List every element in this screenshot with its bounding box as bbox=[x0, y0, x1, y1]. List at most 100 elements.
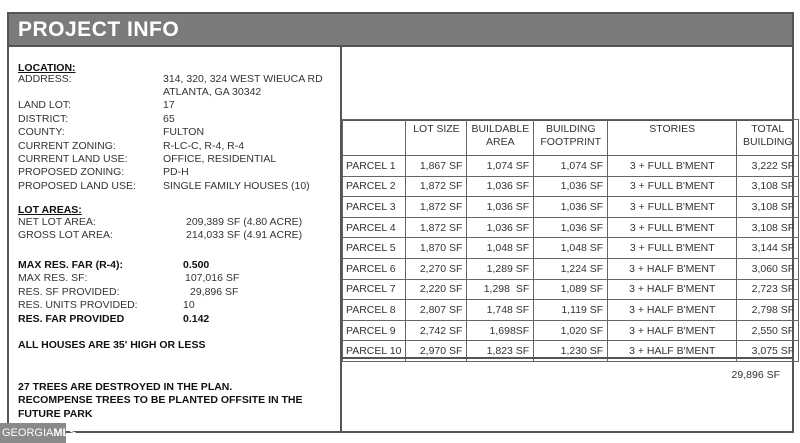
column-header: BUILDING FOOTPRINT bbox=[533, 119, 609, 156]
table-cell: 3,108 SF bbox=[736, 175, 800, 198]
field-value: ATLANTA, GA 30342 bbox=[163, 86, 262, 98]
table-cell: 1,036 SF bbox=[533, 216, 609, 239]
field-value: 214,033 SF (4.91 ACRE) bbox=[186, 229, 303, 242]
field-label: DISTRICT: bbox=[18, 112, 69, 125]
table-cell: 1,698SF bbox=[466, 319, 535, 342]
table-cell: 1,872 SF bbox=[405, 196, 468, 218]
field-label: RES. FAR PROVIDED bbox=[18, 312, 125, 325]
table-cell: 1,074 SF bbox=[466, 155, 535, 177]
table-header-row: LOT SIZE BUILDABLE AREA BUILDING FOOTPRINT… bbox=[341, 119, 800, 156]
project-info-sheet: PROJECT INFO LOCATION: ADDRESS: 314, 320, … bbox=[7, 12, 800, 433]
table-cell: 1,048 SF bbox=[533, 237, 609, 259]
field-value: SINGLE FAMILY HOUSES (10) bbox=[163, 179, 310, 192]
table-cell: 3,222 SF bbox=[736, 155, 800, 177]
field-label: PROPOSED LAND USE: bbox=[18, 179, 136, 192]
field-label: ADDRESS: bbox=[18, 73, 72, 85]
table-cell: 1,036 SF bbox=[466, 196, 535, 218]
table-cell: 3,108 SF bbox=[736, 216, 800, 239]
field-value: FULTON bbox=[163, 126, 205, 139]
height-note: ALL HOUSES ARE 35' HIGH OR LESS bbox=[18, 339, 206, 351]
table-cell: 2,742 SF bbox=[405, 319, 468, 342]
table-cell: 1,872 SF bbox=[405, 175, 468, 198]
table-row: PARCEL 3 1,872 SF 1,036 SF 1,036 SF 3 + FULL… bbox=[341, 196, 800, 218]
table-row: PARCEL 2 1,872 SF 1,036 SF 1,036 SF 3 + FULL… bbox=[341, 175, 800, 198]
field-value: 29,896 SF bbox=[190, 285, 239, 298]
field-value: 10 bbox=[183, 299, 195, 312]
title-bar: PROJECT INFO bbox=[9, 14, 792, 47]
field-label: LAND LOT: bbox=[18, 99, 72, 112]
parcel-name: PARCEL 3 bbox=[341, 196, 407, 218]
table-row: PARCEL 9 2,742 SF 1,698SF 1,020 SF 3 + HALF … bbox=[341, 319, 800, 342]
table-cell: 1,872 SF bbox=[405, 216, 468, 239]
table-cell: 3 + HALF B'MENT bbox=[607, 278, 738, 301]
field-label: RES. SF PROVIDED: bbox=[18, 285, 120, 298]
field-value: R-LC-C, R-4, R-4 bbox=[163, 139, 245, 152]
field-value: 0.142 bbox=[183, 312, 210, 325]
table-cell: 2,723 SF bbox=[736, 278, 800, 301]
field-value: 0.500 bbox=[183, 259, 210, 271]
table-cell: 3 + HALF B'MENT bbox=[607, 299, 738, 321]
column-header: LOT SIZE bbox=[405, 119, 468, 156]
field-label: COUNTY: bbox=[18, 126, 65, 139]
table-cell: 3 + HALF B'MENT bbox=[607, 340, 738, 362]
table-cell: 1,823 SF bbox=[466, 340, 535, 362]
field-value: 107,016 SF bbox=[185, 272, 240, 285]
field-label: MAX RES. SF: bbox=[18, 272, 88, 285]
table-row: PARCEL 10 2,970 SF 1,823 SF 1,230 SF 3 + HAL… bbox=[341, 340, 800, 362]
parcel-name: PARCEL 9 bbox=[341, 319, 407, 342]
table-cell: 3 + HALF B'MENT bbox=[607, 319, 738, 342]
parcel-name: PARCEL 8 bbox=[341, 299, 407, 321]
table-cell: 1,224 SF bbox=[533, 257, 609, 280]
field-value: OFFICE, RESIDENTIAL bbox=[163, 153, 277, 165]
column-header bbox=[341, 119, 407, 156]
field-label: PROPOSED ZONING: bbox=[18, 166, 125, 179]
table-cell: 2,807 SF bbox=[405, 299, 468, 321]
total-building-sum: 29,896 SF bbox=[731, 369, 780, 381]
table-cell: 3 + HALF B'MENT bbox=[607, 257, 738, 280]
tree-note: RECOMPENSE TREES TO BE PLANTED OFFSITE I… bbox=[18, 394, 303, 407]
table-cell: 1,867 SF bbox=[405, 155, 468, 177]
parcel-name: PARCEL 10 bbox=[341, 340, 407, 362]
table-row: PARCEL 1 1,867 SF 1,074 SF 1,074 SF 3 + FULL… bbox=[341, 155, 800, 177]
field-label: MAX RES. FAR (R-4): bbox=[18, 259, 123, 271]
parcel-name: PARCEL 4 bbox=[341, 216, 407, 239]
table-cell: 3 + FULL B'MENT bbox=[607, 216, 738, 239]
table-cell: 1,048 SF bbox=[466, 237, 535, 259]
parcel-name: PARCEL 5 bbox=[341, 237, 407, 259]
field-value: PD-H bbox=[163, 166, 189, 179]
table-cell: 1,074 SF bbox=[533, 155, 609, 177]
field-value: 314, 320, 324 WEST WIEUCA RD bbox=[163, 73, 323, 85]
table-cell: 1,036 SF bbox=[466, 175, 535, 198]
table-cell: 1,036 SF bbox=[533, 175, 609, 198]
table-cell: 3,060 SF bbox=[736, 257, 800, 280]
parcel-name: PARCEL 7 bbox=[341, 278, 407, 301]
tree-note: 27 TREES ARE DESTROYED IN THE PLAN. bbox=[18, 381, 233, 393]
column-header: BUILDABLE AREA bbox=[466, 119, 535, 156]
lot-areas-heading: LOT AREAS: bbox=[18, 204, 82, 216]
table-cell: 2,220 SF bbox=[405, 278, 468, 301]
location-heading: LOCATION: bbox=[18, 62, 76, 74]
column-header: STORIES bbox=[607, 119, 738, 156]
field-value: 17 bbox=[163, 99, 175, 112]
tree-note: FUTURE PARK bbox=[18, 407, 93, 420]
table-row: PARCEL 7 2,220 SF 1,298 SF 1,089 SF 3 + HALF… bbox=[341, 278, 800, 301]
table-cell: 2,270 SF bbox=[405, 257, 468, 280]
table-cell: 3 + FULL B'MENT bbox=[607, 196, 738, 218]
info-panel: LOCATION: ADDRESS: 314, 320, 324 WEST WIEU… bbox=[9, 47, 342, 431]
table-cell: 1,020 SF bbox=[533, 319, 609, 342]
field-label: NET LOT AREA: bbox=[18, 216, 96, 228]
parcel-table-panel: LOT SIZE BUILDABLE AREA BUILDING FOOTPRINT… bbox=[341, 47, 800, 431]
divider bbox=[342, 357, 792, 359]
table-row: PARCEL 4 1,872 SF 1,036 SF 1,036 SF 3 + FULL… bbox=[341, 216, 800, 239]
field-label: CURRENT LAND USE: bbox=[18, 153, 128, 165]
table-cell: 1,298 SF bbox=[466, 278, 535, 301]
table-cell: 3,144 SF bbox=[736, 237, 800, 259]
parcel-name: PARCEL 6 bbox=[341, 257, 407, 280]
field-label: RES. UNITS PROVIDED: bbox=[18, 299, 138, 312]
field-label: GROSS LOT AREA: bbox=[18, 229, 113, 242]
parcel-name: PARCEL 1 bbox=[341, 155, 407, 177]
table-cell: 3,108 SF bbox=[736, 196, 800, 218]
parcel-table: LOT SIZE BUILDABLE AREA BUILDING FOOTPRINT… bbox=[341, 119, 800, 362]
table-cell: 1,089 SF bbox=[533, 278, 609, 301]
table-cell: 3 + FULL B'MENT bbox=[607, 155, 738, 177]
